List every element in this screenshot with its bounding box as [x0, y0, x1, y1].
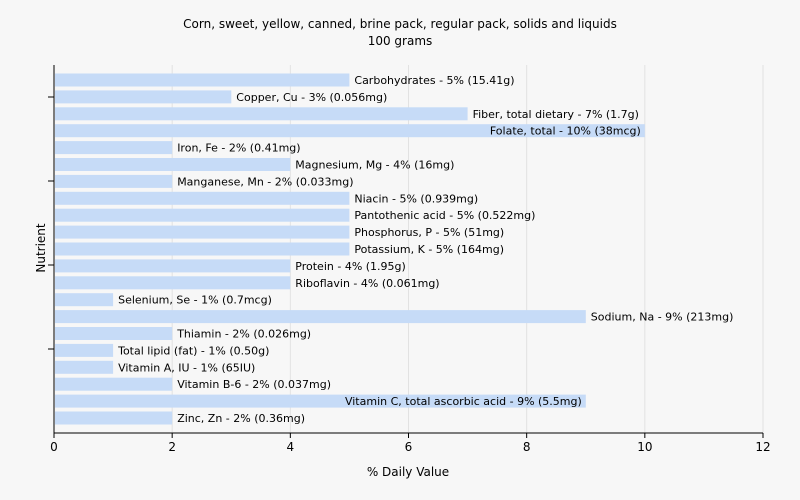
x-tick-label: 8 — [523, 440, 531, 454]
bar — [55, 141, 173, 155]
bar-label: Vitamin B-6 - 2% (0.037mg) — [177, 378, 331, 391]
x-axis-label: % Daily Value — [367, 465, 449, 479]
bar-label: Thiamin - 2% (0.026mg) — [176, 328, 311, 341]
bar-label: Fiber, total dietary - 7% (1.7g) — [473, 108, 639, 121]
x-tick-label: 12 — [755, 440, 770, 454]
bar-label: Riboflavin - 4% (0.061mg) — [295, 277, 439, 290]
bar — [55, 327, 173, 340]
x-tick-label: 6 — [405, 440, 413, 454]
bar — [55, 360, 114, 374]
bar-label: Iron, Fe - 2% (0.41mg) — [177, 142, 300, 155]
axes: 0 2 4 6 8 10 12 — [48, 65, 771, 454]
bar — [55, 73, 350, 87]
bar-label: Niacin - 5% (0.939mg) — [354, 192, 478, 205]
bar-label: Total lipid (fat) - 1% (0.50g) — [117, 344, 269, 357]
bar — [55, 411, 173, 425]
bar — [55, 158, 291, 171]
bar — [55, 394, 586, 408]
bar-label: Sodium, Na - 9% (213mg) — [591, 311, 734, 324]
bar — [55, 259, 291, 273]
bar-label: Protein - 4% (1.95g) — [295, 260, 406, 273]
bar-label: Carbohydrates - 5% (15.41g) — [354, 74, 514, 87]
bar-label: Magnesium, Mg - 4% (16mg) — [295, 159, 454, 172]
bar — [55, 174, 173, 188]
bar — [55, 90, 232, 104]
bar-label: Manganese, Mn - 2% (0.033mg) — [177, 175, 353, 188]
x-tick-label: 4 — [287, 440, 295, 454]
bar-label: Zinc, Zn - 2% (0.36mg) — [177, 412, 305, 425]
x-tick-label: 2 — [168, 440, 176, 454]
bar-label: Potassium, K - 5% (164mg) — [354, 243, 504, 256]
bar — [55, 225, 350, 239]
bar-label: Folate, total - 10% (38mcg) — [490, 125, 641, 138]
bar-label: Phosphorus, P - 5% (51mg) — [354, 226, 504, 239]
bar — [55, 276, 291, 290]
y-axis-label: Nutrient — [34, 223, 48, 273]
chart-title: Corn, sweet, yellow, canned, brine pack,… — [183, 17, 617, 31]
chart-subtitle: 100 grams — [368, 34, 433, 48]
bar — [55, 343, 114, 357]
bar-label: Selenium, Se - 1% (0.7mcg) — [118, 294, 272, 307]
x-tick-label: 10 — [637, 440, 652, 454]
bar — [55, 124, 645, 138]
x-tick-label: 0 — [50, 440, 58, 454]
bar — [55, 293, 114, 307]
bar — [55, 377, 173, 391]
bar-label: Vitamin C, total ascorbic acid - 9% (5.5… — [345, 395, 582, 408]
bar — [55, 310, 586, 324]
bar — [55, 107, 468, 121]
bar-label: Pantothenic acid - 5% (0.522mg) — [354, 209, 535, 222]
bar-label: Vitamin A, IU - 1% (65IU) — [118, 361, 255, 374]
bar — [55, 208, 350, 222]
bar-label: Copper, Cu - 3% (0.056mg) — [236, 91, 387, 104]
bar — [55, 191, 350, 205]
bars: Carbohydrates - 5% (15.41g) Copper, Cu - … — [55, 73, 734, 425]
bar — [55, 242, 350, 256]
